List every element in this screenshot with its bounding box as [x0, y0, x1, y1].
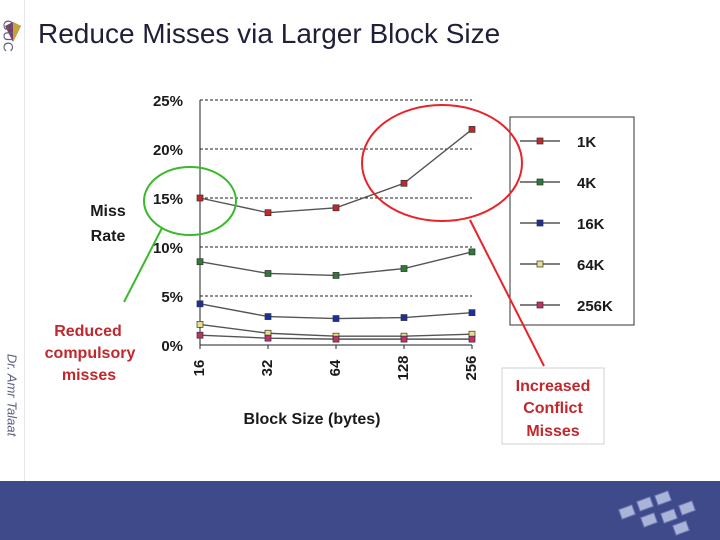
- increased-line3: Misses: [526, 423, 579, 440]
- data-point-1K: [196, 194, 204, 202]
- data-point-256K: [332, 335, 340, 343]
- data-point-4K: [468, 248, 476, 256]
- data-point-4K: [400, 265, 408, 272]
- x-tick-label: 256: [463, 355, 480, 380]
- y-tick-label: 0%: [161, 338, 183, 355]
- slide-footer: [0, 481, 720, 540]
- legend-marker: [536, 219, 544, 227]
- y-tick-label: 10%: [153, 240, 183, 257]
- data-point-1K: [332, 204, 340, 212]
- conflict-circle: [361, 104, 523, 222]
- legend-marker: [536, 137, 544, 145]
- slide-sidebar: GUC Dr. Amr Talaat: [0, 0, 25, 540]
- y-tick-labels: 0% 5% 10% 15% 20% 25%: [153, 93, 183, 355]
- data-point-256K: [264, 334, 272, 342]
- legend-label: 16K: [577, 216, 605, 233]
- legend: 1K 4K 16K 64K 256K: [520, 134, 613, 315]
- data-point-4K: [196, 258, 204, 266]
- legend-marker: [536, 260, 544, 268]
- legend-box: [509, 116, 635, 326]
- legend-marker: [536, 301, 544, 309]
- reduced-line3: misses: [62, 367, 116, 384]
- data-point-256K: [196, 331, 204, 339]
- x-axis-label: Block Size (bytes): [244, 411, 381, 428]
- legend-label: 64K: [577, 257, 605, 274]
- data-point-16K: [264, 313, 272, 320]
- data-point-256K: [468, 335, 476, 343]
- conflict-box: [501, 367, 605, 445]
- data-point-16K: [332, 315, 340, 322]
- slide-title: Reduce Misses via Larger Block Size: [38, 18, 501, 49]
- x-tick-label: 16: [191, 360, 208, 377]
- data-point-1K: [264, 209, 272, 217]
- data-point-16K: [196, 300, 204, 308]
- y-axis-label-line2: Rate: [91, 228, 126, 245]
- legend-marker: [536, 178, 544, 186]
- data-point-1K: [400, 179, 408, 187]
- series-lines: [199, 128, 473, 340]
- x-tick-labels: 16 32 64 128 256: [191, 355, 480, 380]
- data-point-4K: [332, 272, 340, 279]
- miss-rate-chart: 0%5%10%15%20%25% 16 32 64 128 256 Miss Rate …: [45, 93, 635, 445]
- grid-lines: [199, 99, 473, 349]
- guc-logo-icon: [5, 22, 21, 42]
- y-tick-label: 25%: [153, 93, 183, 110]
- y-tick-label: 5%: [161, 289, 183, 306]
- legend-label: 1K: [577, 134, 596, 151]
- increased-line2: Conflict: [523, 400, 583, 417]
- x-tick-label: 64: [327, 359, 344, 376]
- data-point-256K: [400, 335, 408, 343]
- data-point-16K: [400, 314, 408, 321]
- increased-line1: Increased: [516, 378, 591, 395]
- data-point-4K: [264, 270, 272, 277]
- y-tick-label: 15%: [153, 191, 183, 208]
- legend-label: 4K: [577, 175, 596, 192]
- x-tick-label: 32: [259, 360, 276, 377]
- data-point-64K: [196, 321, 204, 328]
- compulsory-pointer: [123, 227, 163, 303]
- reduced-line2: compulsory: [45, 345, 136, 362]
- series-line-1K: [199, 128, 473, 214]
- series-line-4K: [199, 251, 473, 277]
- data-point-1K: [468, 126, 476, 133]
- data-point-16K: [468, 309, 476, 317]
- conflict-pointer: [469, 219, 545, 367]
- legend-label: 256K: [577, 298, 613, 315]
- molecule-graphic-icon: [618, 490, 696, 536]
- series-points: [196, 126, 476, 343]
- compulsory-circle: [143, 166, 237, 236]
- reduced-line1: Reduced: [54, 323, 122, 340]
- x-tick-label: 128: [395, 355, 412, 380]
- y-axis-label-line1: Miss: [90, 203, 126, 220]
- y-tick-label: 20%: [153, 142, 183, 159]
